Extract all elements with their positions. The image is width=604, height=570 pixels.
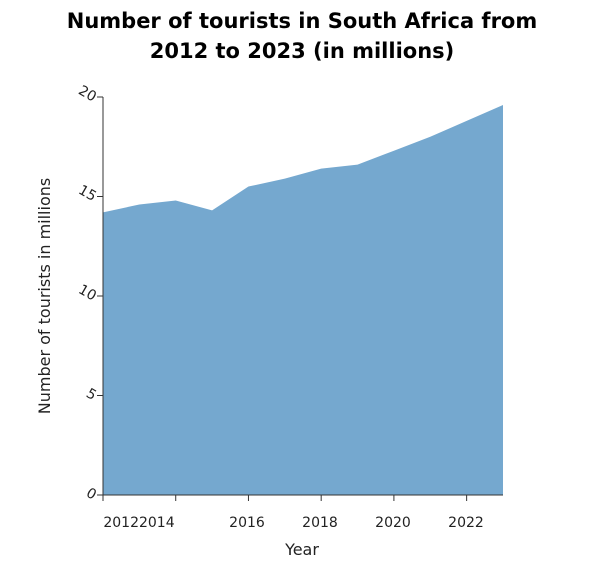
x-tick-label: 2020 — [375, 515, 411, 531]
axes: 0 5 10 15 20 20122014 2016 2018 2020 2022 — [76, 83, 503, 531]
chart-title-line-2: 2012 to 2023 (in millions) — [149, 39, 455, 63]
chart-title: Number of tourists in South Africa from … — [0, 6, 604, 66]
y-tick-label: 10 — [76, 282, 99, 305]
x-tick-label: 2018 — [302, 515, 338, 531]
y-axis-title: Number of tourists in millions — [35, 178, 54, 414]
x-axis-title: Year — [284, 540, 319, 559]
x-tick-label: 2022 — [448, 515, 484, 531]
area-series — [103, 104, 503, 496]
y-tick-label: 0 — [83, 485, 99, 503]
plot-area — [103, 104, 503, 496]
chart-title-line-1: Number of tourists in South Africa from — [66, 9, 538, 33]
y-tick-label: 15 — [76, 182, 99, 205]
y-tick-label: 20 — [76, 83, 99, 106]
x-tick-label: 20122014 — [103, 515, 174, 531]
x-tick-label: 2016 — [229, 515, 265, 531]
y-tick-label: 5 — [83, 386, 99, 404]
